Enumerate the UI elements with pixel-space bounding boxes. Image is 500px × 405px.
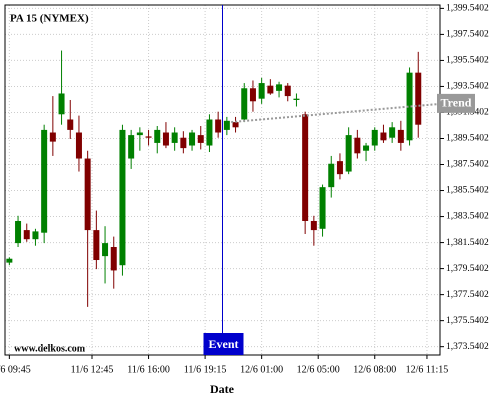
candle-body: [136, 132, 143, 136]
y-tick-label: 1,381.5402: [446, 238, 489, 248]
x-tick-label: 12/6 08:00: [353, 364, 396, 375]
candle-body: [241, 88, 248, 120]
candle-body: [67, 119, 74, 130]
watermark: www.delkos.com: [14, 343, 86, 354]
candle-body: [162, 132, 169, 146]
candle-body: [93, 230, 100, 261]
y-tick-label: 1,387.5402: [446, 160, 489, 170]
trend-label-box: [437, 93, 475, 113]
candle-body: [354, 137, 361, 154]
candle-body: [154, 129, 161, 143]
x-tick-label: 12/6 01:00: [240, 364, 283, 375]
candle-body: [363, 145, 370, 151]
candle-body: [206, 119, 213, 146]
trend-line: [231, 102, 441, 124]
candle-body: [128, 135, 135, 159]
y-tick-label: 1,399.5402: [446, 4, 489, 14]
x-tick-label: 12/6 05:00: [297, 364, 340, 375]
candle-body: [145, 136, 152, 138]
y-tick-label: 1,393.5402: [446, 82, 489, 92]
candle-body: [328, 163, 335, 188]
y-tick-label: 1,379.5402: [446, 264, 489, 274]
candle-body: [293, 98, 300, 100]
candle-body: [345, 135, 352, 172]
candle-body: [397, 129, 404, 143]
candle-body: [49, 132, 56, 142]
trend-label: Trend: [441, 96, 472, 110]
event-label: Event: [209, 337, 239, 351]
y-tick-label: 1,375.5402: [446, 316, 489, 326]
event-label-box: [203, 333, 244, 355]
y-tick-label: 1,397.5402: [446, 30, 489, 40]
candle-body: [249, 88, 256, 102]
candle-body: [75, 132, 82, 159]
y-tick-label: 1,383.5402: [446, 212, 489, 222]
candle-body: [258, 83, 265, 99]
candle-body: [189, 132, 196, 146]
x-tick-label: 11/6 19:15: [184, 364, 227, 375]
y-tick-label: 1,377.5402: [446, 290, 489, 300]
candle-body: [336, 161, 343, 175]
candle-body: [102, 243, 109, 257]
candle-body: [319, 187, 326, 229]
candle-body: [6, 258, 13, 263]
candle-body: [380, 132, 387, 141]
candle-body: [215, 119, 222, 133]
candle-body: [310, 220, 317, 231]
x-tick-label: 11/6 12:45: [71, 364, 114, 375]
candle-body: [180, 137, 187, 149]
candle-body: [371, 129, 378, 146]
candle-body: [406, 72, 413, 141]
x-tick-label: 12/6 11:15: [406, 364, 449, 375]
candle-body: [23, 230, 30, 240]
candle-body: [284, 85, 291, 97]
y-tick-label: 1,389.5402: [446, 134, 489, 144]
candle-body: [32, 231, 39, 240]
candle-body: [232, 122, 239, 128]
y-tick-label: 1,395.5402: [446, 56, 489, 66]
candle-body: [171, 132, 178, 143]
x-axis-title: Date: [210, 382, 235, 396]
candle-body: [223, 120, 230, 130]
candle-body: [110, 247, 117, 271]
candle-body: [84, 158, 91, 231]
candle-body: [267, 85, 274, 94]
y-tick-label: 1,373.5402: [446, 342, 489, 352]
candle-body: [276, 84, 283, 91]
y-tick-label: 1,385.5402: [446, 186, 489, 196]
candle-body: [389, 127, 396, 138]
x-tick-label: 11/6 09:45: [0, 364, 31, 375]
x-tick-label: 11/6 16:00: [127, 364, 170, 375]
candle-body: [41, 129, 48, 233]
candle-body: [119, 129, 126, 266]
candle-body: [58, 93, 65, 115]
candle-body: [197, 135, 204, 143]
candle-body: [415, 72, 422, 125]
chart-title: PA 15 (NYMEX): [10, 13, 89, 25]
candle-body: [15, 220, 22, 244]
candle-body: [302, 114, 309, 221]
